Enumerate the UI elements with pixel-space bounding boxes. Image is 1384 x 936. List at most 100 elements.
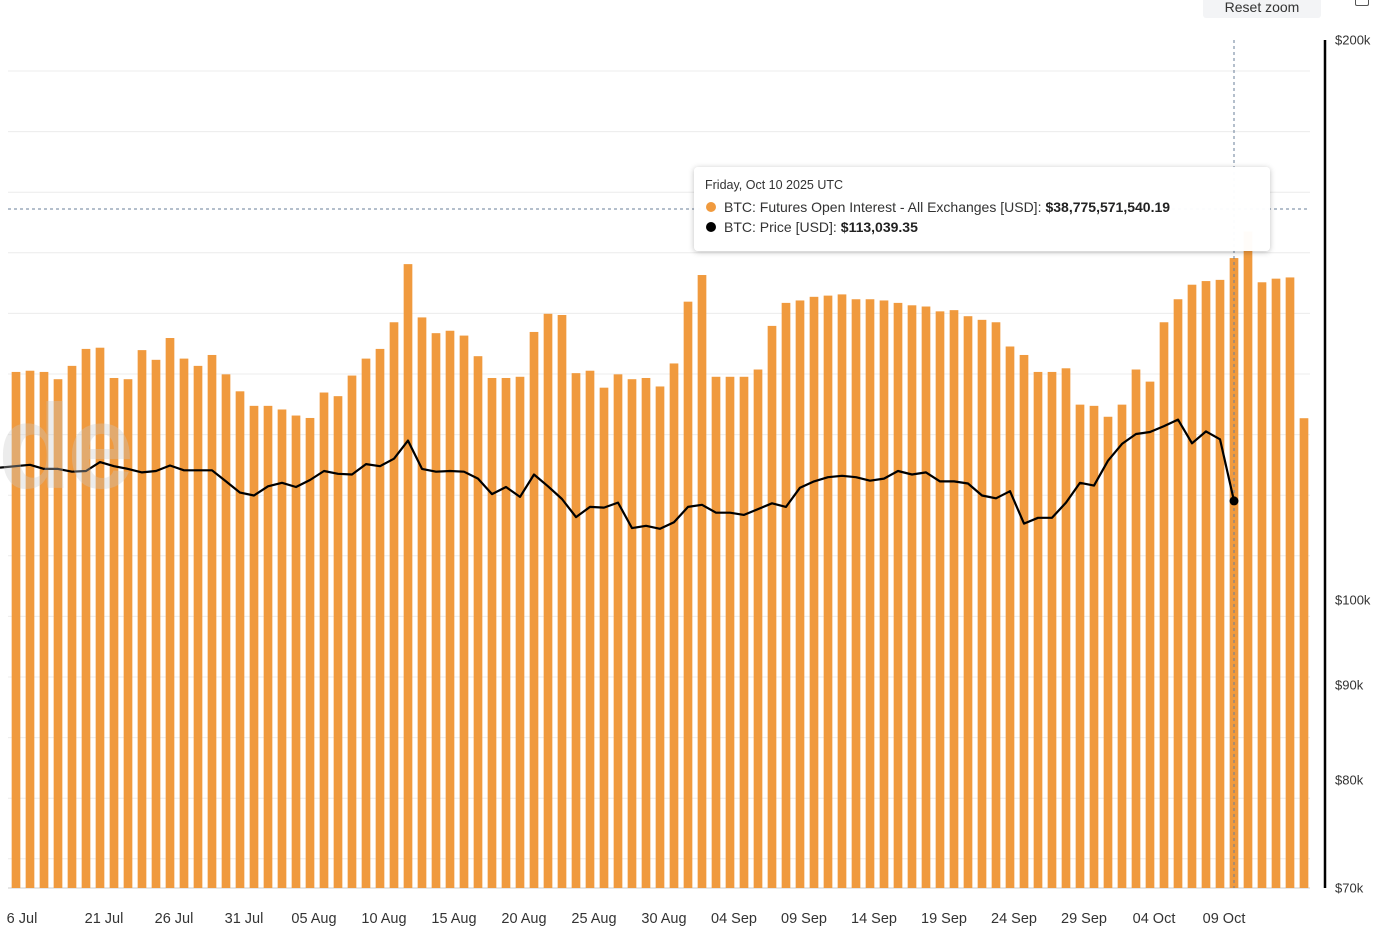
- open-interest-bar: [221, 374, 231, 889]
- series-dot-icon: [706, 222, 716, 232]
- open-interest-bar: [249, 405, 259, 888]
- open-interest-bar: [795, 300, 805, 888]
- open-interest-bar: [935, 311, 945, 888]
- open-interest-bar: [1243, 231, 1253, 889]
- x-tick-label: 14 Sep: [851, 911, 897, 927]
- open-interest-bar: [179, 358, 189, 888]
- open-interest-bar: [1201, 281, 1211, 888]
- open-interest-bar: [781, 302, 791, 888]
- open-interest-bar: [1145, 381, 1155, 888]
- open-interest-bar: [893, 302, 903, 888]
- open-interest-bar: [39, 371, 49, 889]
- open-interest-bar: [823, 295, 833, 888]
- open-interest-bar: [137, 350, 147, 888]
- x-tick-label: 09 Sep: [781, 911, 827, 927]
- open-interest-bar: [375, 348, 385, 888]
- open-interest-bar: [1285, 277, 1295, 888]
- open-interest-bar: [1103, 416, 1113, 888]
- x-axis-ticks: 6 Jul 21 Jul 26 Jul 31 Jul 05 Aug 10 Aug 15 Au…: [7, 911, 1246, 927]
- open-interest-bar: [361, 358, 371, 888]
- series-dot-icon: [706, 202, 716, 212]
- tooltip-row-open-interest: BTC: Futures Open Interest - All Exchang…: [705, 197, 1270, 217]
- x-tick-label: 25 Aug: [571, 911, 616, 927]
- x-tick-label: 31 Jul: [225, 911, 264, 927]
- open-interest-bar: [557, 314, 567, 889]
- open-interest-bar: [655, 386, 665, 888]
- crosshair: [8, 40, 1310, 888]
- open-interest-bar: [501, 377, 511, 888]
- open-interest-bar: [571, 373, 581, 889]
- open-interest-bar: [151, 359, 161, 888]
- open-interest-bar: [585, 370, 595, 889]
- open-interest-bar: [431, 333, 441, 888]
- open-interest-bar: [1271, 278, 1281, 888]
- open-interest-bar: [109, 377, 119, 888]
- open-interest-bar: [1187, 284, 1197, 888]
- open-interest-bar: [851, 299, 861, 888]
- y-tick-label: $100k: [1335, 592, 1371, 607]
- x-tick-label: 20 Aug: [501, 911, 546, 927]
- open-interest-bar: [1229, 258, 1239, 888]
- open-interest-bar: [963, 316, 973, 889]
- open-interest-bar: [1215, 279, 1225, 888]
- x-tick-label: 26 Jul: [155, 911, 194, 927]
- y-tick-label: $200k: [1335, 33, 1371, 48]
- open-interest-bar: [389, 322, 399, 889]
- x-tick-label: 30 Aug: [641, 911, 686, 927]
- open-interest-bar: [1047, 371, 1057, 889]
- open-interest-bars: [11, 231, 1309, 889]
- x-tick-label: 21 Jul: [85, 911, 124, 927]
- y-tick-label: $90k: [1335, 677, 1364, 692]
- open-interest-bar: [417, 317, 427, 889]
- x-tick-label: 10 Aug: [361, 911, 406, 927]
- open-interest-bar: [1159, 322, 1169, 889]
- open-interest-bar: [697, 275, 707, 888]
- open-interest-bar: [669, 363, 679, 888]
- open-interest-bar: [1089, 405, 1099, 888]
- open-interest-bar: [725, 376, 735, 888]
- open-interest-bar: [25, 370, 35, 889]
- open-interest-bar: [809, 296, 819, 888]
- open-interest-bar: [53, 379, 63, 888]
- open-interest-bar: [123, 379, 133, 888]
- open-interest-bar: [333, 396, 343, 888]
- x-tick-label: 6 Jul: [7, 911, 38, 927]
- open-interest-bar: [1019, 354, 1029, 888]
- open-interest-bar: [1299, 418, 1309, 888]
- open-interest-bar: [627, 379, 637, 888]
- tooltip-row-price: BTC: Price [USD]: $113,039.35: [705, 217, 1270, 237]
- x-tick-label: 04 Oct: [1133, 911, 1176, 927]
- x-tick-label: 05 Aug: [291, 911, 336, 927]
- y-tick-label: $80k: [1335, 773, 1364, 788]
- x-tick-label: 19 Sep: [921, 911, 967, 927]
- open-interest-bar: [613, 374, 623, 889]
- tooltip-label: BTC: Price [USD]:: [724, 219, 837, 235]
- open-interest-bar: [347, 375, 357, 889]
- x-tick-label: 29 Sep: [1061, 911, 1107, 927]
- price-line: [0, 418, 1236, 530]
- x-tick-label: 15 Aug: [431, 911, 476, 927]
- open-interest-bar: [865, 299, 875, 888]
- open-interest-bar: [459, 335, 469, 888]
- open-interest-bar: [1117, 404, 1127, 888]
- open-interest-bar: [235, 391, 245, 888]
- open-interest-bar: [599, 387, 609, 888]
- open-interest-bar: [543, 313, 553, 889]
- tooltip-value: $38,775,571,540.19: [1045, 199, 1171, 215]
- open-interest-bar: [977, 319, 987, 889]
- right-axis-ticks: $200k $100k $90k $80k $70k: [1335, 33, 1371, 896]
- open-interest-bar: [529, 331, 539, 888]
- open-interest-bar: [837, 294, 847, 888]
- open-interest-bar: [263, 405, 273, 888]
- open-interest-bar: [445, 330, 455, 888]
- open-interest-bar: [753, 369, 763, 889]
- open-interest-bar: [1033, 371, 1043, 889]
- open-interest-bar: [921, 306, 931, 888]
- open-interest-bar: [515, 376, 525, 888]
- open-interest-bar: [291, 415, 301, 888]
- open-interest-bar: [767, 325, 777, 888]
- reset-zoom-button[interactable]: Reset zoom: [1203, 0, 1321, 18]
- menu-icon[interactable]: [1355, 0, 1369, 6]
- open-interest-bar: [1173, 299, 1183, 888]
